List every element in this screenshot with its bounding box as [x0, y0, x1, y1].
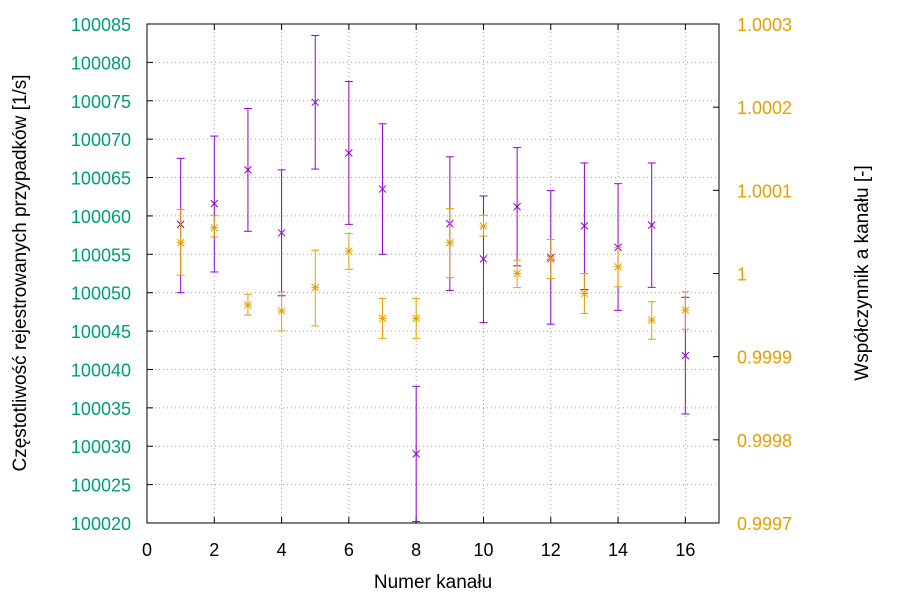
data-point [277, 228, 286, 237]
marker-stroke [580, 222, 589, 230]
data-point [176, 238, 185, 247]
data-point [344, 247, 353, 256]
data-point [445, 238, 454, 247]
data-point [412, 450, 421, 458]
marker-stroke [681, 351, 690, 360]
data-point [311, 283, 320, 292]
series-1 [176, 35, 690, 522]
axis-ticks: 0 2 4 6 8 10 12 14 16 100020 100025 100030 100035 100… [71, 15, 792, 560]
y-tick-label: 100045 [71, 322, 131, 342]
y2-tick-label: 1.0001 [737, 181, 792, 201]
y-axis-label: Częstotliwość rejestrowanych przypadków … [10, 74, 31, 471]
data-point [412, 314, 421, 323]
series-2 [176, 208, 690, 340]
x-axis-label: Numer kanału [374, 572, 492, 593]
data-point [345, 149, 353, 157]
x-tick-label: 12 [541, 540, 561, 560]
y-tick-label: 100035 [71, 399, 131, 419]
y2-tick-label: 1.0003 [737, 15, 792, 35]
marker-stroke [277, 228, 286, 237]
data-point [479, 255, 488, 263]
y-tick-label: 100055 [71, 245, 131, 265]
y-tick-label: 100025 [71, 476, 131, 496]
data-point [647, 221, 656, 229]
data-point [277, 306, 286, 315]
x-tick-label: 2 [209, 540, 219, 560]
y-tick-label: 100065 [71, 169, 131, 189]
x-tick-label: 0 [142, 540, 152, 560]
data-point [243, 301, 252, 310]
data-point [210, 199, 219, 208]
y-tick-label: 100060 [71, 207, 131, 227]
plot-frame [146, 23, 720, 524]
y-tick-label: 100085 [71, 15, 131, 35]
series [176, 35, 690, 522]
y2-tick-label: 0.9999 [737, 348, 792, 368]
y2-tick-label: 0.9998 [737, 431, 792, 451]
data-point [378, 314, 387, 323]
data-point [681, 351, 690, 360]
x-tick-label: 8 [411, 540, 421, 560]
marker-stroke [244, 166, 252, 174]
marker-stroke [412, 450, 421, 458]
data-point [244, 166, 252, 174]
y-tick-label: 100070 [71, 130, 131, 150]
y-tick-label: 100030 [71, 437, 131, 457]
data-point [614, 262, 623, 271]
y2-axis-label: Współczynnik a kanału [-] [852, 165, 873, 380]
x-tick-label: 16 [675, 540, 695, 560]
x-tick-label: 4 [277, 540, 287, 560]
marker-stroke [513, 202, 521, 211]
data-point [681, 306, 690, 315]
x-tick-label: 10 [473, 540, 493, 560]
data-point [378, 185, 387, 193]
marker-stroke [345, 149, 353, 157]
y2-tick-label: 1.0002 [737, 98, 792, 118]
marker-stroke [479, 255, 488, 263]
y-tick-label: 100075 [71, 92, 131, 112]
y2-tick-label: 0.9997 [737, 514, 792, 534]
grid [147, 24, 719, 523]
marker-stroke [210, 199, 219, 208]
data-point [210, 223, 219, 232]
data-point [311, 98, 320, 107]
y-tick-label: 100050 [71, 284, 131, 304]
data-point [546, 255, 555, 264]
x-tick-label: 14 [608, 540, 628, 560]
data-point [580, 289, 589, 298]
marker-stroke [647, 221, 656, 229]
y-tick-label: 100040 [71, 360, 131, 380]
data-point [580, 222, 589, 230]
y-tick-label: 100020 [71, 514, 131, 534]
marker-stroke [378, 185, 387, 193]
y-tick-label: 100080 [71, 53, 131, 73]
data-point [647, 316, 656, 325]
x-tick-label: 6 [344, 540, 354, 560]
data-point [513, 269, 522, 278]
data-point [513, 202, 521, 211]
data-point [479, 222, 488, 231]
y2-tick-label: 1 [737, 265, 747, 285]
marker-stroke [311, 98, 320, 107]
